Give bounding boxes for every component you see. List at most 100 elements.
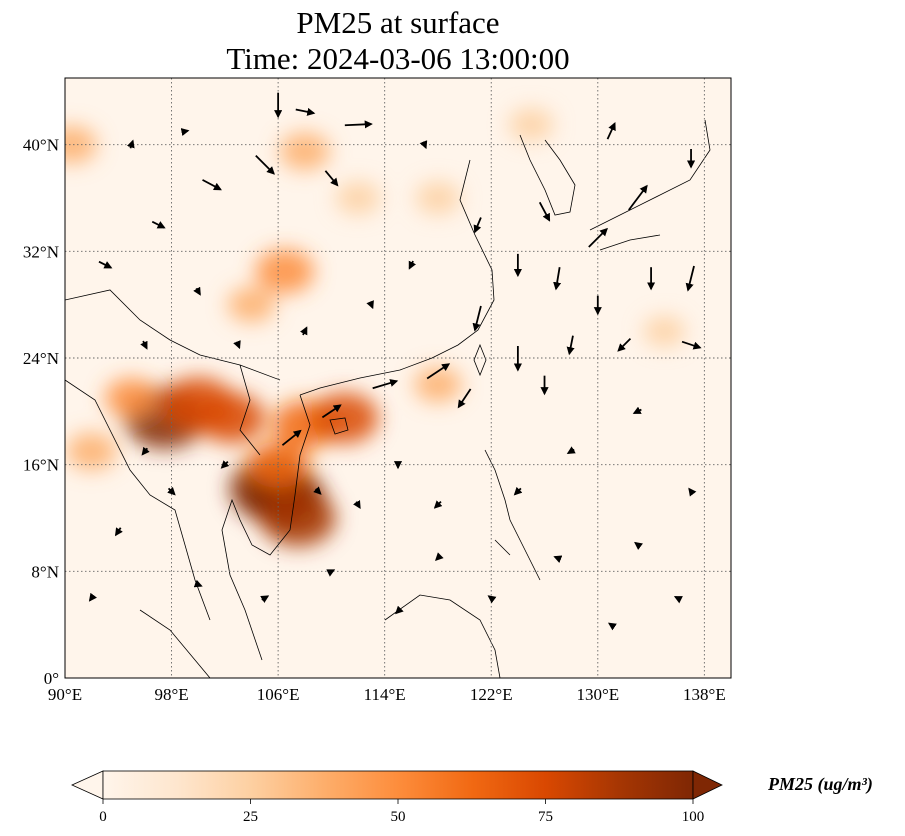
wind-arrow [473, 217, 482, 234]
wind-arrow [513, 486, 523, 496]
pm25-hotspot [508, 108, 554, 142]
pm25-hotspot [105, 378, 159, 418]
x-tick-label: 114°E [364, 685, 406, 704]
y-tick-label: 24°N [23, 349, 59, 368]
pm25-hotspot [260, 489, 336, 547]
x-tick-label: 130°E [576, 685, 619, 704]
plot-time: Time: 2024-03-06 13:00:00 [226, 41, 570, 76]
map-panel: 90°E 98°E 106°E 114°E 122°E 130°E 138°E 0° 8°N 1… [23, 77, 732, 704]
pm25-hotspot [279, 132, 330, 171]
y-tick-label: 32°N [23, 242, 59, 261]
wind-arrow [435, 552, 444, 561]
wind-arrow [321, 404, 342, 419]
hainan [329, 417, 349, 435]
x-tick-label: 90°E [48, 685, 82, 704]
wind-arrow [141, 446, 150, 456]
wind-arrow [326, 569, 336, 577]
wind-arrow [566, 446, 576, 454]
y-tick-label: 40°N [23, 136, 59, 155]
wind-arrow [433, 500, 443, 509]
wind-arrow [233, 340, 241, 350]
wind-arrow [344, 120, 373, 129]
border-lines [65, 289, 281, 456]
wind-arrow [685, 265, 695, 292]
wind-arrow [419, 140, 428, 150]
wind-arrow [114, 527, 123, 537]
wind-arrow [167, 486, 176, 496]
wind-arrow [607, 622, 617, 631]
colorbar-tick-label: 75 [538, 809, 553, 825]
wind-arrow [553, 555, 563, 563]
wind-vectors [88, 92, 702, 631]
y-tick-label: 16°N [23, 456, 59, 475]
wind-arrow [366, 300, 374, 310]
wind-arrow [313, 486, 322, 495]
wind-arrow [193, 579, 203, 588]
wind-arrow [628, 184, 648, 211]
wind-arrow [673, 595, 683, 604]
colorbar-ticks: 0 25 50 75 100 [99, 799, 704, 825]
x-axis: 90°E 98°E 106°E 114°E 122°E 130°E 138°E [48, 685, 726, 704]
wind-arrow [353, 500, 361, 510]
pm25-hotspot [65, 125, 97, 164]
wind-arrow [688, 487, 697, 497]
pm25-hotspot [414, 366, 462, 403]
pm25-hotspot [227, 286, 276, 323]
colorbar-extend-min [71, 770, 104, 800]
wind-arrow [295, 107, 316, 116]
wind-arrow [553, 267, 562, 291]
wind-arrow [151, 220, 166, 229]
indochina-coast [221, 394, 311, 661]
colorbar-tick-label: 100 [682, 809, 705, 825]
x-tick-label: 138°E [683, 685, 726, 704]
bay-of-bengal [65, 379, 211, 621]
wind-arrow [180, 128, 190, 136]
colorbar-label: PM25 (ug/m³) [768, 774, 873, 794]
colorbar-tick-label: 0 [99, 809, 107, 825]
colorbar-extend-max [692, 770, 723, 800]
wind-arrow [426, 363, 451, 380]
plot-title: PM25 at surface [296, 5, 500, 40]
pm25-hotspot [255, 249, 315, 294]
sumatra [139, 609, 211, 678]
wind-arrow [98, 260, 113, 269]
colorbar: 0 25 50 75 100 [71, 770, 723, 825]
y-tick-label: 8°N [31, 562, 59, 581]
pm25-hotspot [335, 181, 381, 215]
wind-arrow [538, 201, 551, 222]
pm25-hotspot [415, 181, 461, 215]
borneo [384, 594, 501, 678]
pm25-field [65, 108, 686, 547]
wind-arrow [281, 429, 302, 446]
y-axis: 0° 8°N 16°N 24°N 32°N 40°N [23, 136, 59, 688]
wind-arrow [634, 541, 643, 550]
x-tick-label: 122°E [470, 685, 513, 704]
wind-arrow [324, 170, 339, 187]
wind-arrow [408, 260, 417, 270]
taiwan [473, 343, 487, 377]
wind-arrow [395, 605, 404, 615]
colorbar-tick-label: 50 [391, 809, 406, 825]
wind-arrow [202, 179, 222, 191]
wind-arrow [606, 122, 616, 140]
philippines [484, 449, 541, 581]
y-tick-label: 0° [44, 669, 59, 688]
wind-arrow [140, 340, 148, 350]
wind-arrow [472, 305, 482, 332]
china-coast [299, 159, 495, 396]
wind-arrow [372, 379, 399, 390]
wind-arrow [88, 592, 97, 602]
pm25-hotspot [66, 432, 117, 471]
wind-arrow [566, 335, 575, 356]
coastlines [65, 119, 711, 678]
wind-arrow [126, 139, 135, 149]
wind-arrow [681, 340, 702, 350]
wind-arrow [457, 388, 472, 409]
wind-arrow [220, 460, 230, 469]
wind-arrow [300, 326, 308, 336]
wind-arrow [260, 595, 270, 604]
map-frame [64, 77, 732, 679]
wind-arrow [588, 227, 608, 248]
korea-peninsula [519, 134, 576, 216]
